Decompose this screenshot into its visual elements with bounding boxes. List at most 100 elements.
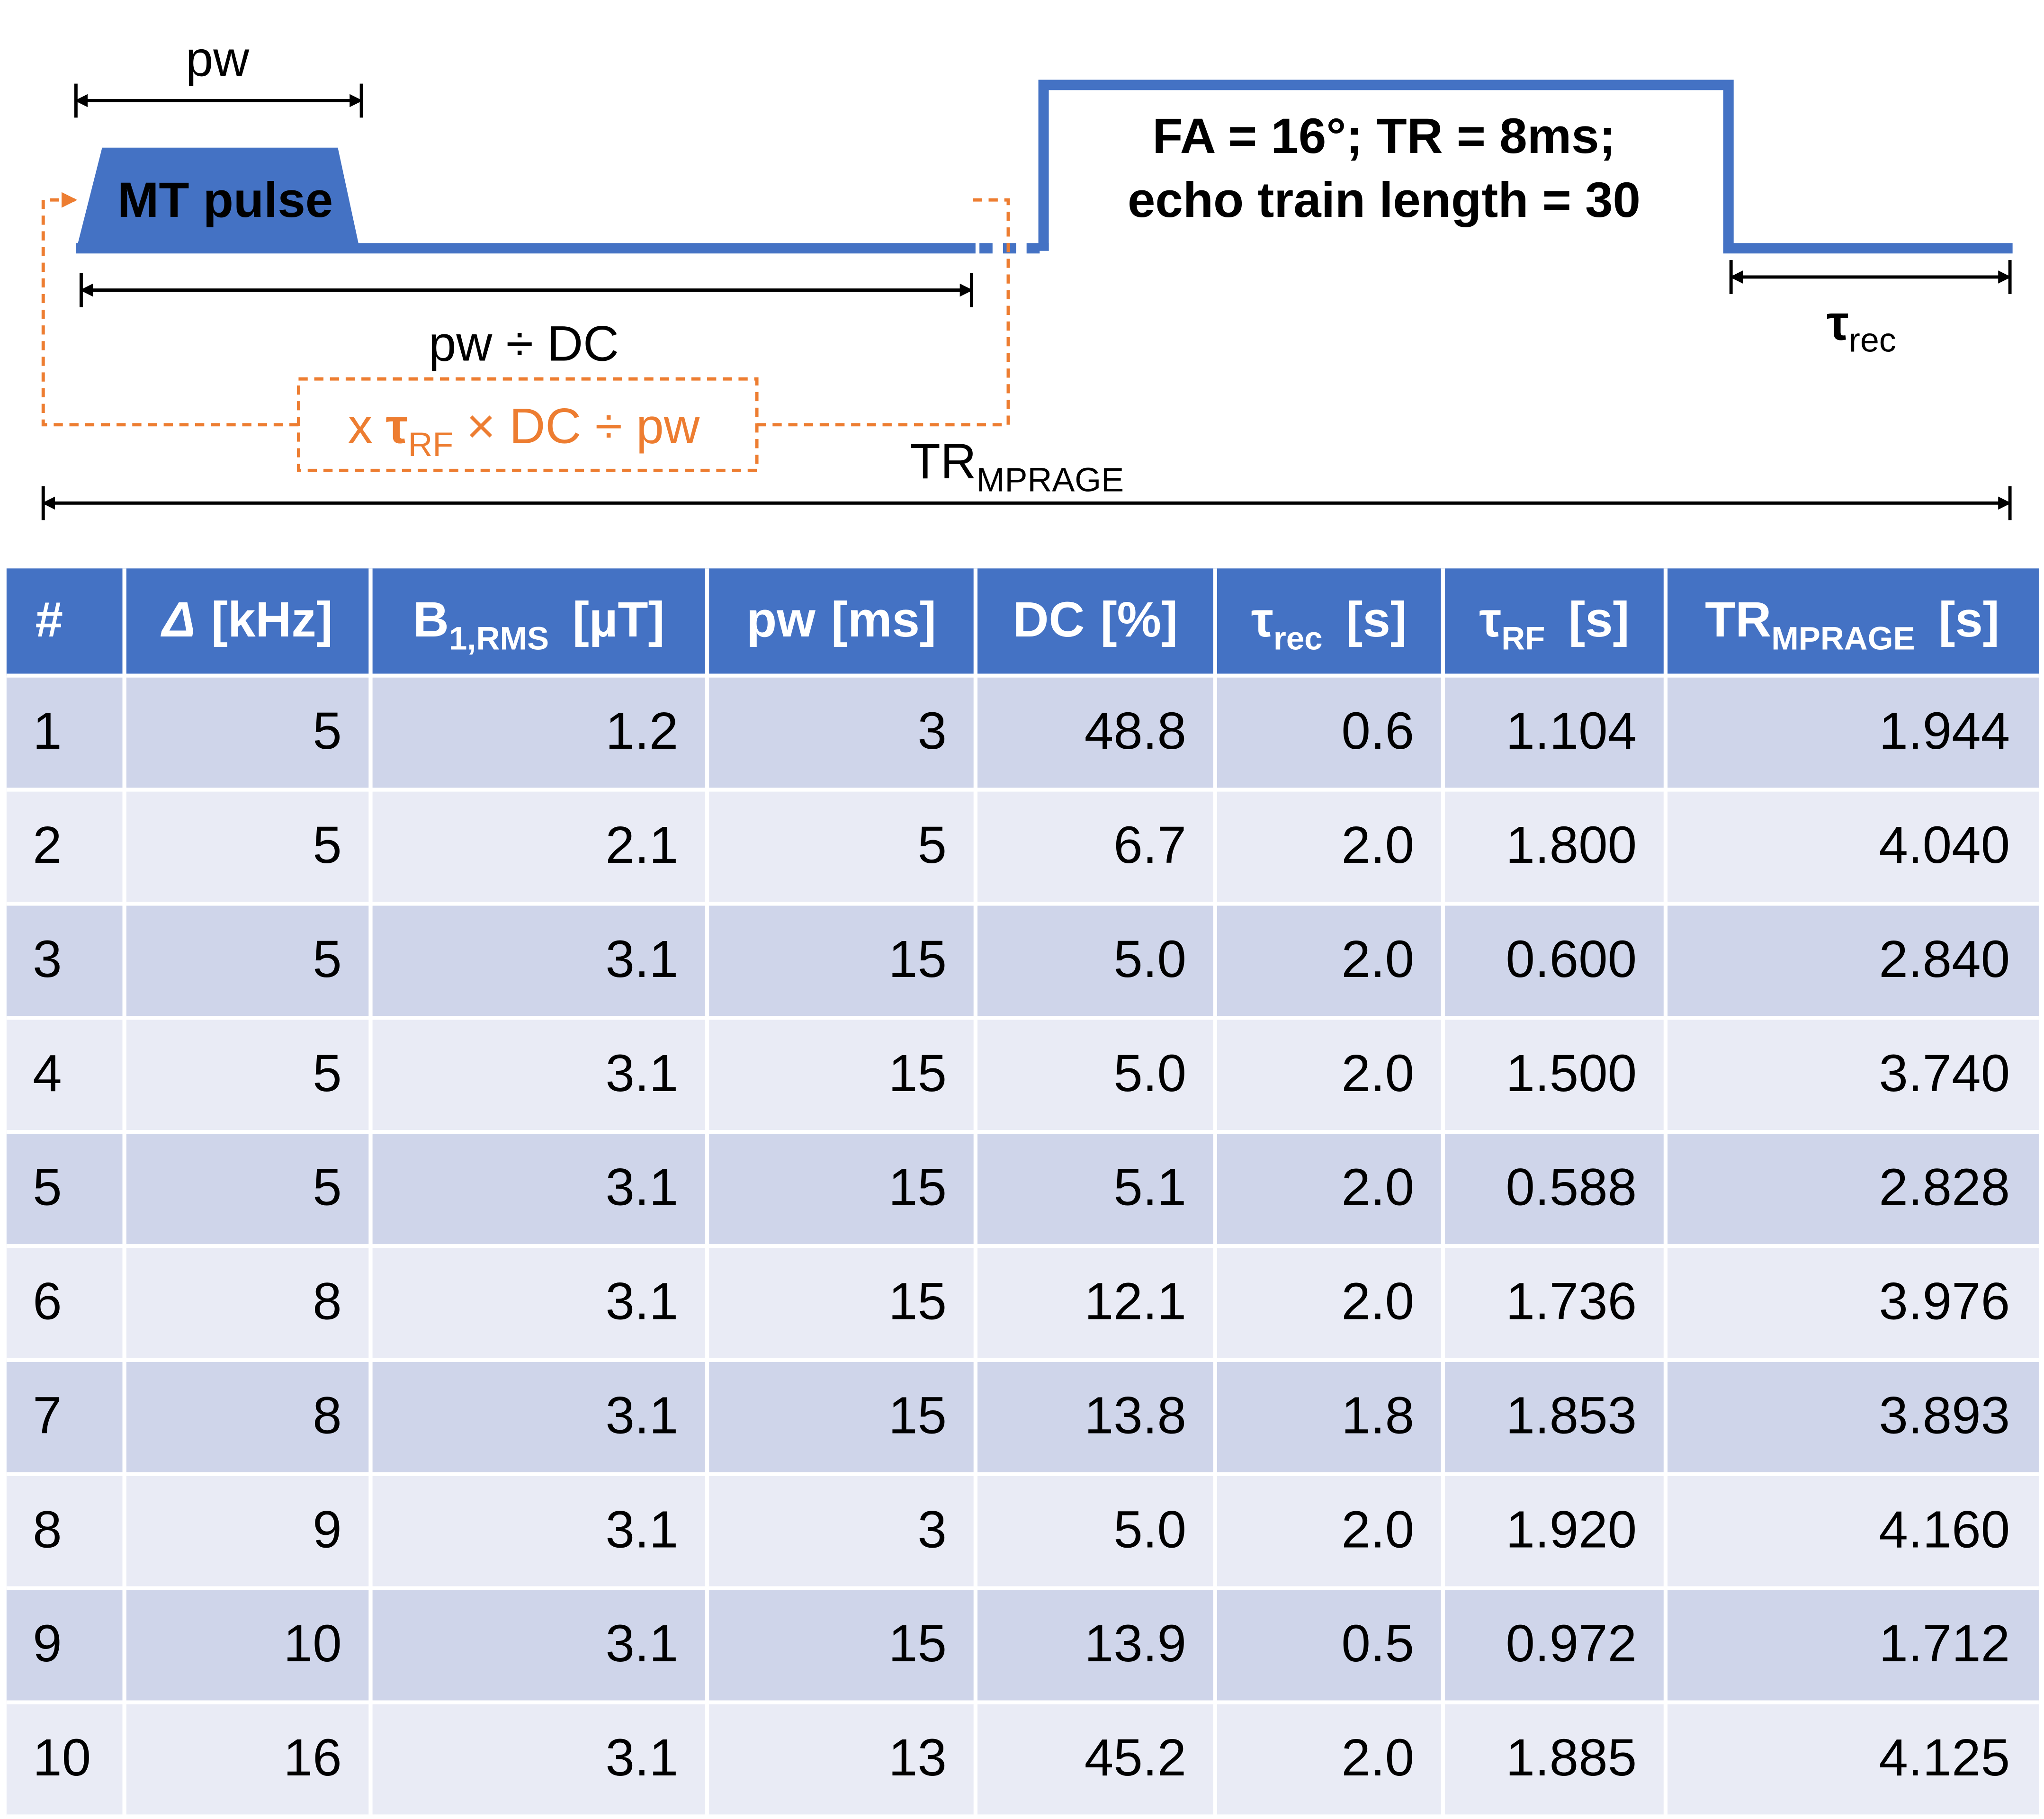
table-cell: 2.840 <box>1879 930 2010 988</box>
table-cell: 5.0 <box>1113 930 1186 988</box>
repeat-loop <box>757 198 1010 427</box>
column-header: TRMPRAGE [s] <box>1705 592 1999 656</box>
readout-box <box>1049 90 1723 243</box>
header-part: # <box>36 592 63 647</box>
table-cell: 1.104 <box>1506 702 1637 760</box>
table-cell: 5 <box>313 1044 341 1102</box>
rec-label: τrec <box>1827 296 1896 359</box>
header-part: τ <box>1251 592 1273 647</box>
table-cell: 2 <box>33 816 62 874</box>
table-cell: 4.160 <box>1879 1500 2010 1559</box>
table-cell: 1.885 <box>1506 1729 1637 1787</box>
header-part: [s] <box>1569 592 1629 647</box>
column-header: τRF [s] <box>1479 592 1629 656</box>
table-cell: 1.944 <box>1879 702 2010 760</box>
table-cell: 8 <box>313 1387 341 1445</box>
table-cell: 16 <box>284 1729 342 1787</box>
repeat-label: x τRF × DC ÷ pw <box>348 399 700 464</box>
repeat-box <box>296 377 759 472</box>
table-cell: 3.893 <box>1879 1387 2010 1445</box>
table-cell: 6.7 <box>1113 816 1186 874</box>
table-cell: 9 <box>33 1614 62 1673</box>
table-cell: 5.0 <box>1113 1044 1186 1102</box>
table-cell: 4.125 <box>1879 1729 2010 1787</box>
table-cell: 2.0 <box>1341 1729 1414 1787</box>
table-cell: 2.0 <box>1341 1158 1414 1217</box>
readout-block <box>1038 80 2013 254</box>
table-cell: 9 <box>313 1500 341 1559</box>
header-part: τ <box>1479 592 1501 647</box>
table-cell: 1.712 <box>1879 1614 2010 1673</box>
table-cell: 15 <box>888 1044 947 1102</box>
table-cell: 3.1 <box>605 1158 678 1217</box>
table-row <box>6 675 2039 790</box>
table-row <box>6 1702 2039 1817</box>
table-cell: 1.500 <box>1506 1044 1637 1102</box>
tr-label: TRMPRAGE <box>910 434 1124 499</box>
table-cell: 3.1 <box>605 1729 678 1787</box>
table-row <box>6 789 2039 904</box>
header-part: TR <box>1705 592 1771 647</box>
label-part: τ <box>386 399 408 454</box>
table-cell: 3.1 <box>605 1044 678 1102</box>
pw-label: pw <box>186 31 250 87</box>
table-cell: 2.0 <box>1341 1500 1414 1559</box>
header-part: DC <box>1013 592 1085 647</box>
table-cell: 1.800 <box>1506 816 1637 874</box>
table-cell: 5 <box>33 1158 62 1217</box>
label-sub: rec <box>1849 321 1896 359</box>
table-cell: 1 <box>33 702 62 760</box>
table-cell: 2.828 <box>1879 1158 2010 1217</box>
interval-label: pw ÷ DC <box>429 316 619 372</box>
table-row <box>6 1360 2039 1474</box>
table-cell: 1.736 <box>1506 1272 1637 1331</box>
header-part: [s] <box>1938 592 1999 647</box>
column-header: DC [%] <box>1013 592 1178 647</box>
table-cell: 1.853 <box>1506 1387 1637 1445</box>
table-row <box>6 1474 2039 1588</box>
table-cell: 15 <box>888 1614 947 1673</box>
table-cell: 3.1 <box>605 1272 678 1331</box>
table-cell: 3 <box>918 1500 947 1559</box>
table-cell: 0.600 <box>1506 930 1637 988</box>
column-header: Δ [kHz] <box>160 592 333 647</box>
table-cell: 5 <box>313 816 341 874</box>
table-cell: 0.972 <box>1506 1614 1637 1673</box>
table-row <box>6 904 2039 1018</box>
table-row <box>6 1246 2039 1360</box>
table-cell: 5 <box>313 930 341 988</box>
column-header: pw [ms] <box>746 592 936 647</box>
table-cell: 48.8 <box>1085 702 1186 760</box>
column-header: B1,RMS [µT] <box>413 592 665 656</box>
table-row <box>6 1132 2039 1246</box>
table-cell: 2.1 <box>605 816 678 874</box>
mt-pulse <box>76 147 360 251</box>
table-cell: 5.1 <box>1113 1158 1186 1217</box>
header-row <box>6 568 2039 676</box>
table-cell: 3.1 <box>605 1387 678 1445</box>
label-part: × DC ÷ pw <box>466 399 700 454</box>
table-row <box>6 1588 2039 1703</box>
column-header: τrec [s] <box>1251 592 1407 656</box>
table-cell: 3.976 <box>1879 1272 2010 1331</box>
table-cell: 15 <box>888 930 947 988</box>
header-sub: MPRAGE <box>1771 619 1915 656</box>
header-part: [%] <box>1101 592 1178 647</box>
table-cell: 4 <box>33 1044 62 1102</box>
header-part: [kHz] <box>211 592 333 647</box>
header-part: pw <box>746 592 816 647</box>
column-header: # <box>36 592 63 647</box>
table-cell: 0.6 <box>1341 702 1414 760</box>
table-cell: 8 <box>33 1500 62 1559</box>
table-cell: 3.1 <box>605 1614 678 1673</box>
parameter-table: # Δ [kHz] B1,RMS [µT] pw [ms] DC [%] τrec [s] τRF [s… <box>6 568 2039 1819</box>
table-cell: 1.2 <box>605 702 678 760</box>
table-cell: 3 <box>33 930 62 988</box>
table-cell: 13.9 <box>1085 1614 1186 1673</box>
label-part: x <box>348 399 373 454</box>
header-part: [ms] <box>831 592 936 647</box>
header-part: B <box>413 592 449 647</box>
table-cell: 5 <box>313 702 341 760</box>
table-cell: 4.040 <box>1879 816 2010 874</box>
